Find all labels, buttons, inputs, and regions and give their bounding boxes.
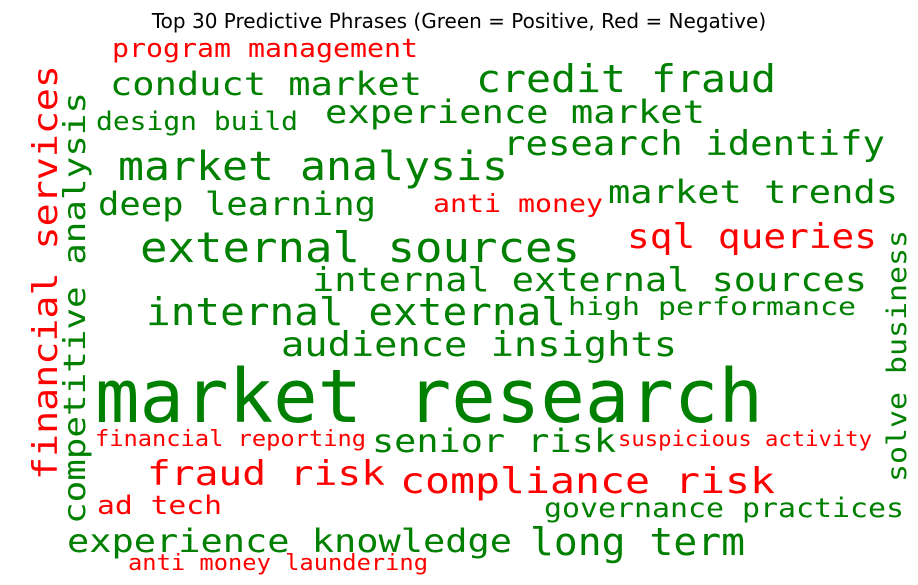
- word-program-management: program management: [112, 34, 418, 64]
- word-compliance-risk: compliance risk: [400, 461, 775, 502]
- word-ad-tech: ad tech: [97, 491, 222, 521]
- word-internal-external: internal external: [146, 290, 566, 334]
- word-anti-money: anti money: [433, 189, 603, 218]
- word-experience-knowledge: experience knowledge: [67, 522, 512, 560]
- word-financial-services: financial services: [26, 65, 66, 480]
- word-high-performance: high performance: [568, 292, 856, 321]
- word-fraud-risk: fraud risk: [147, 454, 385, 494]
- word-sql-queries: sql queries: [627, 217, 877, 257]
- word-design-build: design build: [96, 107, 298, 137]
- word-audience-insights: audience insights: [281, 325, 677, 365]
- word-suspicious-activity: suspicious activity: [618, 427, 872, 451]
- chart-title: Top 30 Predictive Phrases (Green = Posit…: [151, 9, 766, 33]
- word-research-identify: research identify: [503, 124, 885, 164]
- word-external-sources: external sources: [140, 223, 580, 272]
- word-deep-learning: deep learning: [98, 185, 376, 223]
- word-anti-money-laundering: anti money laundering: [128, 551, 428, 576]
- word-competitive-analysis: competitive analysis: [58, 92, 93, 524]
- word-senior-risk: senior risk: [372, 422, 616, 460]
- word-conduct-market: conduct market: [110, 65, 422, 103]
- word-financial-reporting: financial reporting: [95, 427, 366, 452]
- word-market-analysis: market analysis: [118, 144, 508, 190]
- word-market-research: market research: [95, 354, 763, 440]
- word-long-term: long term: [530, 520, 745, 564]
- word-cloud: market research external sources market an…: [26, 34, 913, 576]
- word-experience-market: experience market: [325, 93, 705, 131]
- word-governance-practices: governance practices: [544, 493, 904, 524]
- word-market-trends: market trends: [608, 173, 898, 211]
- word-credit-fraud: credit fraud: [476, 57, 776, 101]
- word-internal-external-sources: internal external sources: [312, 260, 867, 299]
- word-solve-business: solve business: [882, 230, 913, 482]
